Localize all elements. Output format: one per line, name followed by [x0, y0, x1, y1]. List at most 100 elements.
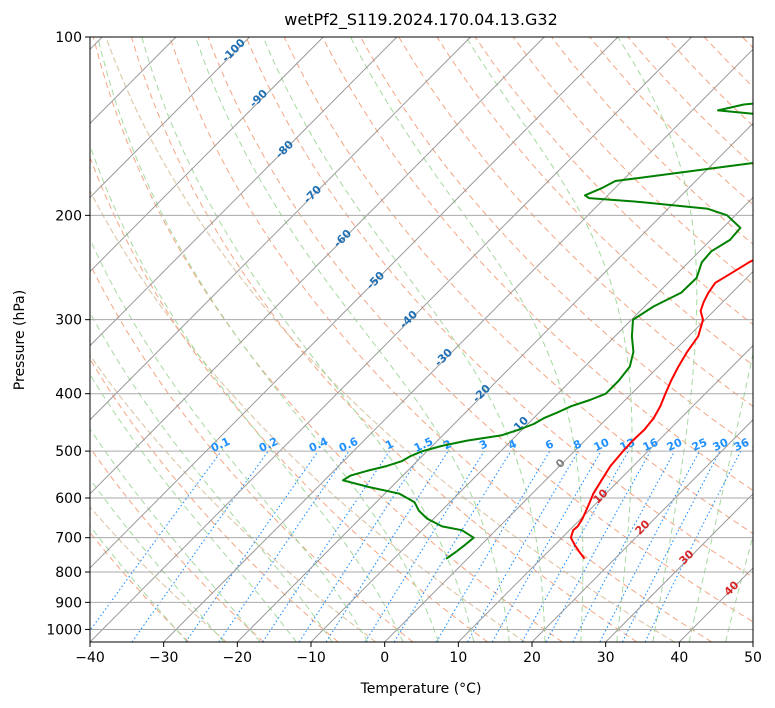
- isotherm: [531, 419, 753, 642]
- isotherm: [90, 37, 545, 495]
- y-tick-label: 500: [55, 444, 82, 460]
- moist-adiabat: [141, 37, 475, 642]
- mixing-ratio-line: [90, 450, 222, 632]
- dry-adiabat-label: -20: [470, 382, 493, 405]
- dry-adiabat: [321, 37, 753, 492]
- dry-adiabat-label: -60: [331, 227, 354, 250]
- x-axis-label: Temperature (°C): [360, 681, 482, 697]
- y-tick-label: 700: [55, 531, 82, 547]
- y-tick-label: 300: [55, 313, 82, 329]
- mixing-ratio-line: [599, 450, 700, 642]
- mixing-ratio-label: 16: [641, 436, 661, 454]
- isotherm: [752, 641, 753, 642]
- mixing-ratio-line: [325, 450, 449, 642]
- mixing-ratio-line: [364, 450, 485, 642]
- dry-adiabat: [90, 263, 414, 642]
- dry-adiabat: [742, 37, 753, 49]
- moist-adiabat: [725, 534, 753, 642]
- mixing-ratio-label: 0.2: [257, 435, 280, 455]
- isotherm: [163, 48, 753, 642]
- dry-adiabat: [131, 37, 638, 642]
- x-tick-label: 10: [449, 650, 467, 666]
- y-tick-label: 1000: [46, 622, 82, 638]
- dry-adiabat: [90, 446, 264, 642]
- x-tick-label: 40: [670, 650, 688, 666]
- isotherm: [457, 344, 753, 642]
- dry-adiabat: [169, 37, 712, 642]
- mixing-ratio-label: 0.6: [337, 435, 360, 455]
- moist-adiabat-label: 20: [633, 517, 653, 537]
- dry-adiabat-label: -40: [397, 308, 420, 331]
- dry-adiabat: [512, 37, 753, 285]
- mixing-ratio-label: 4: [506, 437, 519, 452]
- mixing-ratio-label: 20: [665, 436, 685, 454]
- mixing-ratio-line: [218, 450, 350, 642]
- tan-curve: [90, 189, 526, 642]
- mixing-ratio-line: [644, 450, 742, 642]
- x-tick-label: 0: [380, 650, 389, 666]
- moist-adiabat: [465, 37, 633, 642]
- moist-adiabat: [195, 37, 510, 642]
- dry-adiabat-label: -30: [432, 346, 455, 369]
- mixing-ratio-line: [185, 450, 319, 642]
- dry-adiabat: [90, 358, 339, 642]
- chart-title: wetPf2_S119.2024.170.04.13.G32: [284, 10, 558, 30]
- mixing-ratio-line: [262, 450, 391, 642]
- y-tick-label: 900: [55, 595, 82, 611]
- mixing-ratio-label: 36: [732, 436, 752, 454]
- isotherm: [678, 567, 753, 642]
- y-axis-ticks: 100 200 300 400 500 600 700 800 900 1000: [46, 30, 90, 638]
- mixing-ratio-line: [393, 450, 512, 642]
- moist-adiabat: [350, 37, 584, 642]
- dry-adiabat: [703, 37, 753, 88]
- x-tick-label: −10: [296, 650, 326, 666]
- profile-series: [341, 102, 753, 560]
- mixing-ratio-label: 25: [690, 436, 709, 454]
- isotherm: [90, 37, 692, 642]
- y-axis-label: Pressure (hPa): [12, 290, 28, 390]
- tan-curve: [105, 37, 675, 642]
- moist-adiabat: [97, 37, 439, 642]
- dewpoint-profile: [341, 102, 753, 560]
- isotherm: [605, 493, 753, 642]
- mixing-ratio-line: [621, 450, 721, 642]
- isotherm: [90, 37, 619, 569]
- mixing-ratio-line: [298, 450, 424, 642]
- isotherm: [90, 37, 324, 273]
- moist-adiabat-label: 30: [677, 547, 697, 567]
- x-tick-label: 20: [523, 650, 541, 666]
- dry-adiabat: [474, 37, 753, 326]
- moist-adiabat: [90, 428, 261, 642]
- isotherm: [310, 196, 753, 642]
- mixing-ratio-line: [521, 450, 629, 642]
- y-tick-label: 200: [55, 208, 82, 224]
- dry-adiabat-label: -100: [219, 36, 248, 65]
- moist-adiabat-label: 0: [553, 456, 568, 471]
- temperature-profile: [569, 259, 753, 560]
- y-tick-label: 100: [55, 30, 82, 46]
- dry-adiabat: [436, 37, 753, 366]
- x-tick-label: 30: [597, 650, 615, 666]
- moist-adiabat: [90, 311, 333, 642]
- moist-adiabat: [617, 37, 698, 642]
- dry-adiabat: [90, 531, 190, 642]
- dry-adiabat: [551, 37, 753, 245]
- y-tick-label: 800: [55, 565, 82, 581]
- plot-frame: [89, 36, 754, 643]
- tan-curve: [90, 506, 227, 642]
- moist-adiabat: [90, 144, 404, 642]
- x-tick-label: 50: [744, 650, 762, 666]
- moist-adiabat: [90, 525, 188, 642]
- dry-adiabat: [245, 37, 753, 578]
- isotherm: [90, 37, 250, 199]
- moist-adiabat-label: 40: [722, 578, 742, 598]
- isotherm: [384, 270, 753, 642]
- x-tick-label: −40: [75, 650, 105, 666]
- x-tick-label: −30: [149, 650, 179, 666]
- moist-adiabat: [262, 37, 546, 642]
- mixing-ratio-line: [435, 450, 551, 642]
- background-lines: [90, 37, 753, 642]
- y-tick-label: 400: [55, 387, 82, 403]
- dry-adiabat: [90, 156, 488, 642]
